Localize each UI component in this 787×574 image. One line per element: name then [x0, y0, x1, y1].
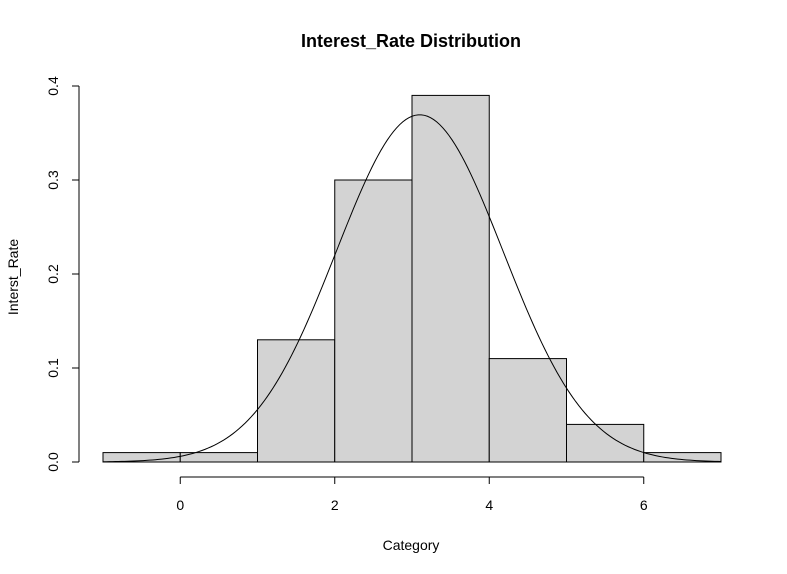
histogram-bar [334, 179, 413, 463]
histogram-bar [488, 358, 567, 463]
y-tick-label: 0.3 [45, 170, 61, 190]
x-tick-label: 2 [331, 497, 339, 513]
x-axis-label: Category [383, 537, 440, 553]
x-tick-label: 6 [640, 497, 648, 513]
density-curve [102, 114, 722, 463]
chart-title: Interest_Rate Distribution [301, 31, 521, 51]
x-axis: 0 2 4 6 [176, 476, 648, 513]
histogram-bar [643, 452, 722, 463]
histogram-bar [257, 339, 336, 463]
x-tick-label: 4 [485, 497, 493, 513]
histogram-bar [566, 423, 645, 463]
y-axis-label: Interst_Rate [5, 239, 21, 315]
y-tick-label: 0.0 [45, 452, 61, 472]
histogram-bars [102, 94, 722, 463]
y-tick-label: 0.2 [45, 264, 61, 284]
y-tick-label: 0.1 [45, 358, 61, 378]
y-tick-label: 0.4 [45, 76, 61, 96]
histogram-bar [411, 94, 490, 463]
y-axis: 0.0 0.1 0.2 0.3 0.4 [45, 76, 80, 472]
x-tick-label: 0 [176, 497, 184, 513]
